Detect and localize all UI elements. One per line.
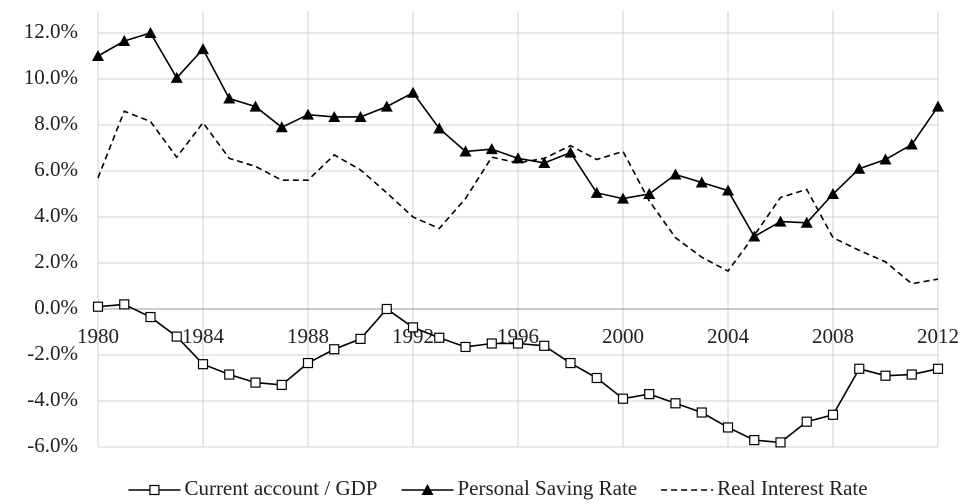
y-tick-label: -2.0%	[27, 341, 78, 365]
marker	[276, 379, 287, 390]
marker	[486, 338, 497, 349]
marker	[905, 138, 918, 150]
marker	[617, 393, 629, 404]
marker	[149, 484, 160, 496]
marker	[800, 216, 813, 228]
marker	[171, 331, 182, 342]
y-tick-label: 0.0%	[34, 295, 78, 319]
series-line	[97, 110, 939, 285]
y-tick-label: 10.0%	[24, 65, 78, 89]
x-tick-label: 1984	[182, 324, 225, 348]
marker	[906, 369, 917, 380]
marker	[381, 303, 392, 315]
marker	[932, 100, 944, 112]
marker	[407, 322, 419, 333]
marker	[669, 168, 682, 180]
marker	[512, 338, 524, 349]
marker	[407, 86, 419, 98]
marker	[880, 370, 891, 381]
marker	[354, 110, 367, 122]
marker	[92, 50, 104, 61]
y-tick-label: 2.0%	[34, 249, 78, 273]
marker	[695, 176, 708, 188]
marker	[145, 311, 156, 323]
y-tick-label: -4.0%	[27, 387, 78, 411]
marker	[512, 152, 524, 164]
marker	[564, 146, 577, 158]
marker	[590, 186, 603, 198]
marker	[485, 143, 498, 155]
marker	[644, 389, 655, 400]
marker	[197, 359, 209, 370]
legend-label: Real Interest Rate	[717, 476, 867, 500]
marker	[302, 357, 314, 369]
marker	[170, 71, 183, 83]
marker	[827, 409, 839, 420]
marker	[249, 100, 262, 112]
legend-label: Personal Saving Rate	[457, 476, 637, 500]
marker	[670, 398, 681, 409]
marker	[591, 372, 602, 384]
marker	[197, 43, 209, 55]
y-tick-label: 4.0%	[34, 203, 78, 227]
x-tick-label: 2004	[707, 324, 750, 348]
marker	[722, 184, 734, 196]
legend: Current account / GDP Personal Saving Rat…	[128, 476, 868, 500]
marker	[749, 435, 760, 446]
marker	[827, 188, 839, 199]
marker	[801, 416, 812, 427]
y-tick-label: 12.0%	[24, 19, 78, 43]
marker	[538, 156, 551, 168]
marker	[643, 188, 656, 199]
y-tick-label: 8.0%	[34, 111, 78, 135]
marker	[617, 192, 629, 204]
marker	[302, 108, 314, 120]
legend-item: Personal Saving Rate	[401, 476, 637, 500]
marker	[328, 110, 341, 122]
marker	[223, 92, 236, 104]
marker	[879, 153, 892, 165]
x-tick-label: 1988	[287, 324, 329, 348]
marker	[275, 121, 288, 133]
legend-item: Real Interest Rate	[661, 476, 868, 500]
marker	[460, 341, 471, 353]
marker	[774, 215, 787, 227]
x-tick-label: 2000	[602, 324, 644, 348]
marker	[355, 333, 366, 344]
x-tick-label: 2008	[812, 324, 854, 348]
marker	[224, 369, 235, 380]
legend-item: Current account / GDP	[128, 476, 377, 500]
x-tick-label: 2012	[917, 324, 959, 348]
marker	[119, 299, 130, 310]
marker	[118, 35, 131, 47]
legend-label: Current account / GDP	[184, 476, 377, 500]
marker	[565, 357, 576, 369]
marker	[775, 437, 786, 448]
marker	[854, 363, 865, 374]
marker	[722, 422, 734, 433]
y-tick-label: -6.0%	[27, 433, 78, 457]
marker	[459, 145, 472, 157]
marker	[853, 162, 866, 174]
marker	[380, 100, 393, 112]
marker	[932, 363, 944, 374]
marker	[434, 332, 445, 343]
marker	[92, 301, 104, 312]
y-tick-label: 6.0%	[34, 157, 78, 181]
marker	[250, 377, 261, 388]
marker	[433, 122, 446, 134]
marker	[539, 340, 550, 351]
marker	[696, 407, 707, 418]
marker	[144, 27, 157, 38]
x-tick-label: 1980	[77, 324, 119, 348]
marker	[329, 344, 340, 355]
marker	[421, 484, 434, 495]
